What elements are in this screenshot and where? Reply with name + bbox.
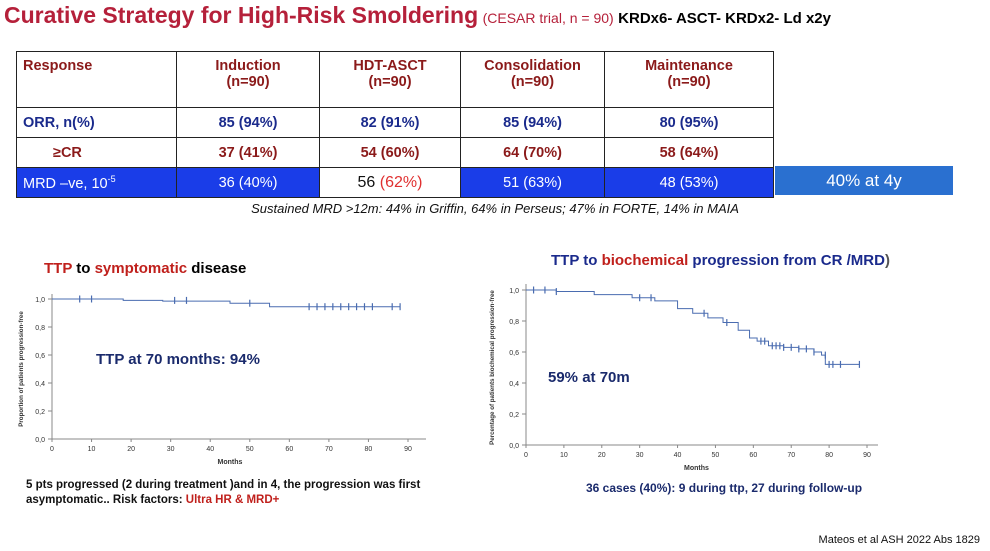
right-chart-title: TTP to biochemical progression from CR /… (551, 252, 890, 269)
mrd-4y-callout: 40% at 4y (775, 166, 953, 195)
header-response: Response (16, 51, 177, 108)
x-axis-label: Months (684, 465, 709, 472)
right-note: 36 cases (40%): 9 during ttp, 27 during … (586, 481, 863, 495)
y-tick-label: 0,4 (509, 381, 519, 388)
km-curve (526, 289, 860, 365)
title-regimen: KRDx6- ASCT- KRDx2- Ld x2y (618, 10, 831, 27)
title-main: Curative Strategy for High-Risk Smolderi… (4, 2, 479, 28)
y-tick-label: 0,6 (35, 353, 45, 360)
x-tick-label: 20 (598, 452, 606, 459)
orr-hdt-asct: 82 (91%) (319, 107, 461, 138)
x-tick-label: 70 (325, 446, 333, 453)
x-tick-label: 90 (404, 446, 412, 453)
km-curve (52, 298, 401, 308)
x-tick-label: 0 (524, 452, 528, 459)
y-axis-label: Percentage of patients biochemical progr… (489, 290, 496, 445)
cr-induction: 37 (41%) (176, 137, 320, 168)
cr-label: ≥CR (16, 137, 177, 168)
x-tick-label: 10 (560, 452, 568, 459)
cr-consolidation: 64 (70%) (460, 137, 605, 168)
response-table: Response Induction (n=90) HDT-ASCT (n=90) … (16, 51, 774, 198)
mrd-label: MRD –ve, 10-5 (16, 167, 177, 198)
x-tick-label: 30 (636, 452, 644, 459)
y-tick-label: 0,4 (35, 381, 45, 388)
table-row-orr: ORR, n(%) 85 (94%) 82 (91%) 85 (94%) 80 … (16, 107, 774, 138)
y-tick-label: 0,8 (35, 325, 45, 332)
x-tick-label: 0 (50, 446, 54, 453)
x-tick-label: 60 (285, 446, 293, 453)
y-tick-label: 0,2 (509, 412, 519, 419)
x-axis-label: Months (218, 459, 243, 466)
table-header-row: Response Induction (n=90) HDT-ASCT (n=90) … (16, 51, 774, 108)
x-tick-label: 40 (674, 452, 682, 459)
left-annotation: TTP at 70 months: 94% (96, 351, 260, 368)
y-axis-label: Proportion of patients progression-free (18, 311, 25, 427)
right-annotation: 59% at 70m (548, 369, 630, 386)
x-tick-label: 50 (246, 446, 254, 453)
left-chart-title: TTP to symptomatic disease (44, 260, 247, 277)
right-km-chart: 0,0 0,2 0,4 0,6 0,8 1,0 0 10 20 30 40 50 60 70 80 90 Mon… (489, 284, 878, 472)
x-tick-label: 40 (206, 446, 214, 453)
x-tick-label: 20 (127, 446, 135, 453)
left-km-chart: 0,0 0,2 0,4 0,6 0,8 1,0 0 10 20 30 40 50 60 70 80 90 Mon… (18, 294, 426, 466)
y-tick-label: 0,0 (35, 437, 45, 444)
citation: Mateos et al ASH 2022 Abs 1829 (818, 534, 980, 546)
orr-induction: 85 (94%) (176, 107, 320, 138)
table-row-mrd: MRD –ve, 10-5 36 (40%) 56 (62%) 51 (63%)… (16, 167, 774, 198)
x-tick-label: 60 (749, 452, 757, 459)
x-tick-label: 50 (712, 452, 720, 459)
x-tick-label: 30 (167, 446, 175, 453)
y-tick-label: 0,6 (509, 350, 519, 357)
left-note: 5 pts progressed (2 during treatment )an… (26, 479, 421, 506)
cr-hdt-asct: 54 (60%) (319, 137, 461, 168)
y-tick-label: 0,2 (35, 409, 45, 416)
mrd-maintenance: 48 (53%) (604, 167, 774, 198)
header-consolidation: Consolidation (n=90) (460, 51, 605, 108)
x-tick-label: 10 (88, 446, 96, 453)
sustained-mrd-note: Sustained MRD >12m: 44% in Griffin, 64% … (251, 201, 739, 216)
orr-label: ORR, n(%) (16, 107, 177, 138)
y-tick-label: 0,8 (509, 319, 519, 326)
header-maintenance: Maintenance (n=90) (604, 51, 774, 108)
mrd-hdt-asct: 56 (62%) (319, 167, 461, 198)
title-sub: (CESAR trial, n = 90) (482, 10, 614, 26)
y-tick-label: 1,0 (509, 288, 519, 295)
orr-maintenance: 80 (95%) (604, 107, 774, 138)
orr-consolidation: 85 (94%) (460, 107, 605, 138)
y-tick-label: 1,0 (35, 297, 45, 304)
table-row-cr: ≥CR 37 (41%) 54 (60%) 64 (70%) 58 (64%) (16, 137, 774, 168)
header-induction: Induction (n=90) (176, 51, 320, 108)
slide-title: Curative Strategy for High-Risk Smolderi… (4, 2, 831, 29)
x-tick-label: 80 (825, 452, 833, 459)
y-tick-label: 0,0 (509, 443, 519, 450)
mrd-consolidation: 51 (63%) (460, 167, 605, 198)
mrd-induction: 36 (40%) (176, 167, 320, 198)
x-tick-label: 90 (863, 452, 871, 459)
header-hdt-asct: HDT-ASCT (n=90) (319, 51, 461, 108)
x-tick-label: 70 (787, 452, 795, 459)
x-tick-label: 80 (365, 446, 373, 453)
cr-maintenance: 58 (64%) (604, 137, 774, 168)
